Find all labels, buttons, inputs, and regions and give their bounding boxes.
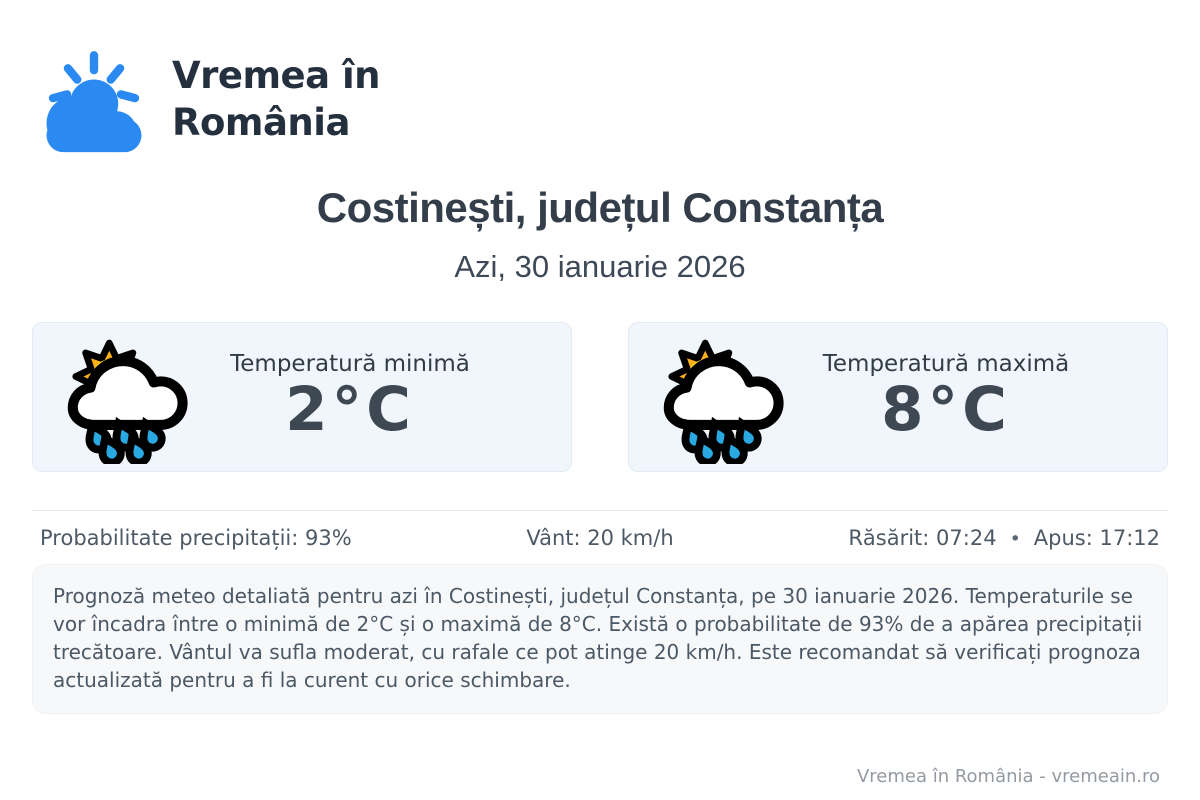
- sunrise-stat: Răsărit: 07:24: [848, 526, 997, 550]
- footer-credit: Vremea în România - vremeain.ro: [856, 766, 1160, 787]
- sun-behind-rain-cloud-icon: [655, 330, 789, 464]
- bullet-separator: •: [1009, 528, 1021, 550]
- stats-row: Probabilitate precipitații: 93% Vânt: 20…: [32, 510, 1168, 550]
- precipitation-stat: Probabilitate precipitații: 93%: [40, 526, 352, 550]
- min-temperature-value: 2°C: [285, 374, 415, 446]
- logo-line-2: România: [172, 101, 350, 144]
- temperature-cards: Temperatură minimă 2°C Temperatură maxim…: [32, 322, 1168, 472]
- min-temperature-text: Temperatură minimă 2°C: [193, 351, 507, 442]
- page-date: Azi, 30 ianuarie 2026: [454, 249, 746, 284]
- forecast-description: Prognoză meteo detaliată pentru azi în C…: [32, 564, 1168, 714]
- sunset-stat: Apus: 17:12: [1033, 526, 1160, 550]
- sun-times-stat: Răsărit: 07:24 • Apus: 17:12: [848, 526, 1160, 550]
- max-temperature-label: Temperatură maximă: [822, 351, 1070, 378]
- sun-behind-cloud-icon: [38, 46, 150, 154]
- max-temperature-text: Temperatură maximă 8°C: [789, 351, 1103, 442]
- max-temperature-value: 8°C: [881, 374, 1011, 446]
- max-temperature-card: Temperatură maximă 8°C: [628, 322, 1168, 472]
- min-temperature-card: Temperatură minimă 2°C: [32, 322, 572, 472]
- wind-stat: Vânt: 20 km/h: [526, 526, 674, 550]
- min-temperature-label: Temperatură minimă: [230, 351, 470, 378]
- logo-line-1: Vremea în: [172, 54, 381, 98]
- sun-behind-rain-cloud-icon: [59, 330, 193, 464]
- site-header: Vremea în România: [0, 0, 1200, 154]
- logo-wordmark: Vremea în România: [172, 53, 381, 146]
- page-title: Costinești, județul Constanța: [316, 184, 884, 231]
